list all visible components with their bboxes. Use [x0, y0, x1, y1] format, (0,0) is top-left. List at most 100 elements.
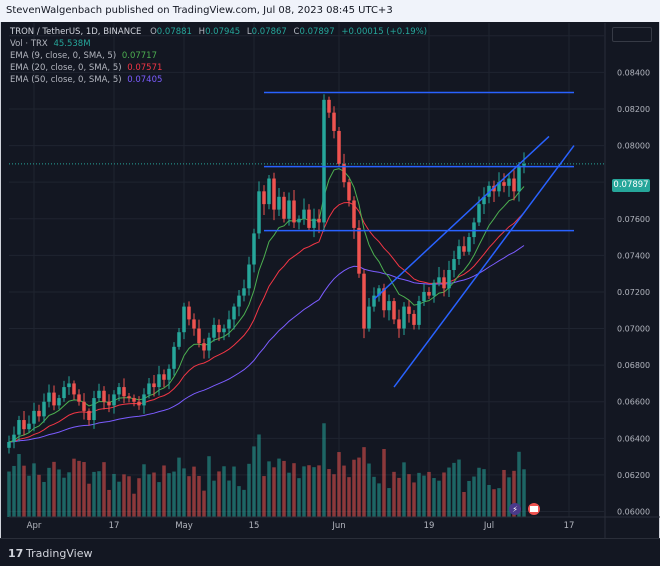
volume-bar [222, 466, 226, 517]
candle-body [17, 420, 21, 435]
ohlc-h-label: H [198, 27, 206, 37]
volume-bar [417, 472, 421, 517]
flag-icon-stripe [530, 506, 538, 512]
candle-body [202, 343, 206, 351]
y-tick-label: 0.08400 [617, 68, 650, 77]
volume-bar [272, 467, 276, 517]
candle-body [142, 394, 146, 406]
candle-body [277, 196, 281, 210]
y-tick-label: 0.06400 [617, 434, 650, 443]
legend-volume-row[interactable]: Vol · TRX 45.538M [10, 39, 91, 49]
x-tick-label: Apr [27, 521, 42, 531]
volume-bar [342, 465, 346, 517]
volume-bar [117, 481, 121, 517]
volume-bar [197, 475, 201, 517]
volume-bar [127, 476, 131, 517]
volume-bar [462, 491, 466, 517]
volume-bar [432, 478, 436, 517]
volume-bar [122, 474, 126, 517]
y-tick-label: 0.06000 [617, 508, 650, 517]
candle-body [307, 209, 311, 228]
candle-body [222, 328, 226, 333]
volume-bar [362, 447, 366, 517]
candle-body [412, 313, 416, 325]
volume-bar [377, 483, 381, 517]
ohlc-o: O0.07881 [150, 27, 192, 37]
volume-bar [232, 466, 236, 517]
legend-ema50-row[interactable]: EMA (50, close, 0, SMA, 5) 0.07405 [10, 75, 162, 85]
legend-ema9-row[interactable]: EMA (9, close, 0, SMA, 5) 0.07717 [10, 51, 157, 61]
volume-bar [27, 475, 31, 517]
volume-bar [427, 471, 431, 517]
candle-body [52, 392, 56, 406]
volume-bar [92, 471, 96, 517]
candle-body [37, 410, 41, 417]
volume-bar [487, 484, 491, 517]
volume-bar [457, 459, 461, 517]
drawing-layer[interactable] [9, 91, 604, 388]
x-tick-label: 17 [109, 521, 120, 531]
candle-body [212, 324, 216, 338]
legend-ema20-row[interactable]: EMA (20, close, 0, SMA, 5) 0.07571 [10, 63, 162, 73]
volume-bar [347, 477, 351, 517]
volume-bar [172, 471, 176, 517]
candle-body [462, 246, 466, 252]
candle-body [257, 191, 261, 234]
footer-brand: TradingView [26, 547, 93, 560]
volume-bar [397, 477, 401, 517]
volume-bar [217, 471, 221, 517]
volume-bar [47, 467, 51, 517]
y-tick-label: 0.06800 [617, 361, 650, 370]
volume-label: Vol · TRX [10, 39, 48, 49]
candle-body [132, 398, 136, 402]
candle-body [457, 246, 461, 260]
candle-body [322, 99, 326, 223]
x-tick-label: Jul [483, 521, 494, 531]
candle-body [327, 99, 331, 113]
volume-bar [477, 467, 481, 517]
volume-bar [267, 461, 271, 517]
volume-bar [207, 456, 211, 517]
volume-bar [237, 486, 241, 517]
candle-body [282, 196, 286, 219]
chart-settings-button[interactable] [612, 27, 652, 42]
publisher-bar: StevenWalgenbach published on TradingVie… [0, 0, 660, 22]
candle-body [342, 163, 346, 183]
volume-bar [72, 458, 76, 517]
candle-body [317, 218, 321, 223]
publisher-text: StevenWalgenbach published on TradingVie… [6, 5, 393, 16]
x-tick-label: Jun [331, 521, 345, 531]
volume-bar [442, 472, 446, 517]
flash-icon [509, 503, 521, 515]
candle-body [512, 178, 516, 192]
candle-body [387, 301, 391, 311]
candle-body [152, 383, 156, 388]
volume-bar [412, 482, 416, 517]
candle-body [427, 291, 431, 296]
candle-body [402, 306, 406, 329]
volume-bar [512, 470, 516, 517]
volume-bar [472, 476, 476, 517]
candle-body [272, 178, 276, 210]
ohlc-l-value: 0.07867 [251, 27, 287, 37]
x-tick-label: 15 [249, 521, 260, 531]
volume-value: 45.538M [53, 39, 91, 49]
y-tick-label: 0.07000 [617, 325, 650, 334]
candle-body [177, 332, 181, 347]
x-tick-label: May [175, 521, 193, 531]
candle-body [87, 410, 91, 421]
symbol-label[interactable]: TRON / TetherUS, 1D, BINANCE [10, 27, 142, 37]
channel-upper-line [373, 135, 550, 300]
volume-bar [297, 478, 301, 517]
candle-body [12, 434, 16, 442]
candle-body [147, 383, 151, 395]
volume-bar [262, 476, 266, 517]
volume-bar [12, 465, 16, 517]
candle-body [467, 237, 471, 252]
candle-body [197, 328, 201, 344]
candle-body [312, 218, 316, 228]
candle-body [57, 398, 61, 406]
volume-bar [517, 451, 521, 517]
ema50-label: EMA (50, close, 0, SMA, 5) [10, 75, 122, 85]
